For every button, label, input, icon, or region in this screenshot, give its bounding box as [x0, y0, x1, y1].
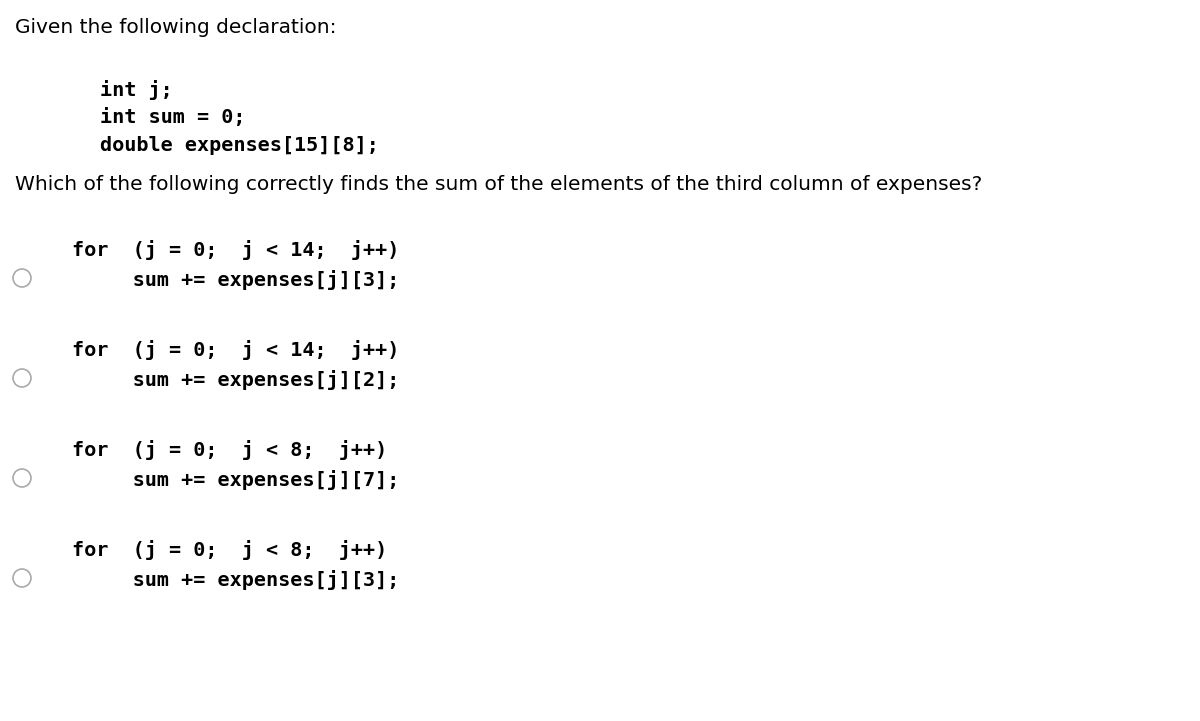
Text: Given the following declaration:: Given the following declaration: [14, 18, 336, 37]
Text: for  (j = 0;  j < 8;  j++): for (j = 0; j < 8; j++) [72, 540, 388, 560]
Text: int sum = 0;: int sum = 0; [100, 108, 246, 127]
Text: for  (j = 0;  j < 14;  j++): for (j = 0; j < 14; j++) [72, 340, 400, 360]
Text: sum += expenses[j][3];: sum += expenses[j][3]; [72, 270, 400, 290]
Text: int j;: int j; [100, 80, 173, 100]
Text: for  (j = 0;  j < 8;  j++): for (j = 0; j < 8; j++) [72, 440, 388, 460]
Text: double expenses[15][8];: double expenses[15][8]; [100, 136, 379, 155]
Text: Which of the following correctly finds the sum of the elements of the third colu: Which of the following correctly finds t… [14, 175, 983, 194]
Text: sum += expenses[j][7];: sum += expenses[j][7]; [72, 470, 400, 490]
Text: sum += expenses[j][2];: sum += expenses[j][2]; [72, 370, 400, 390]
Text: for  (j = 0;  j < 14;  j++): for (j = 0; j < 14; j++) [72, 240, 400, 260]
Text: sum += expenses[j][3];: sum += expenses[j][3]; [72, 570, 400, 590]
